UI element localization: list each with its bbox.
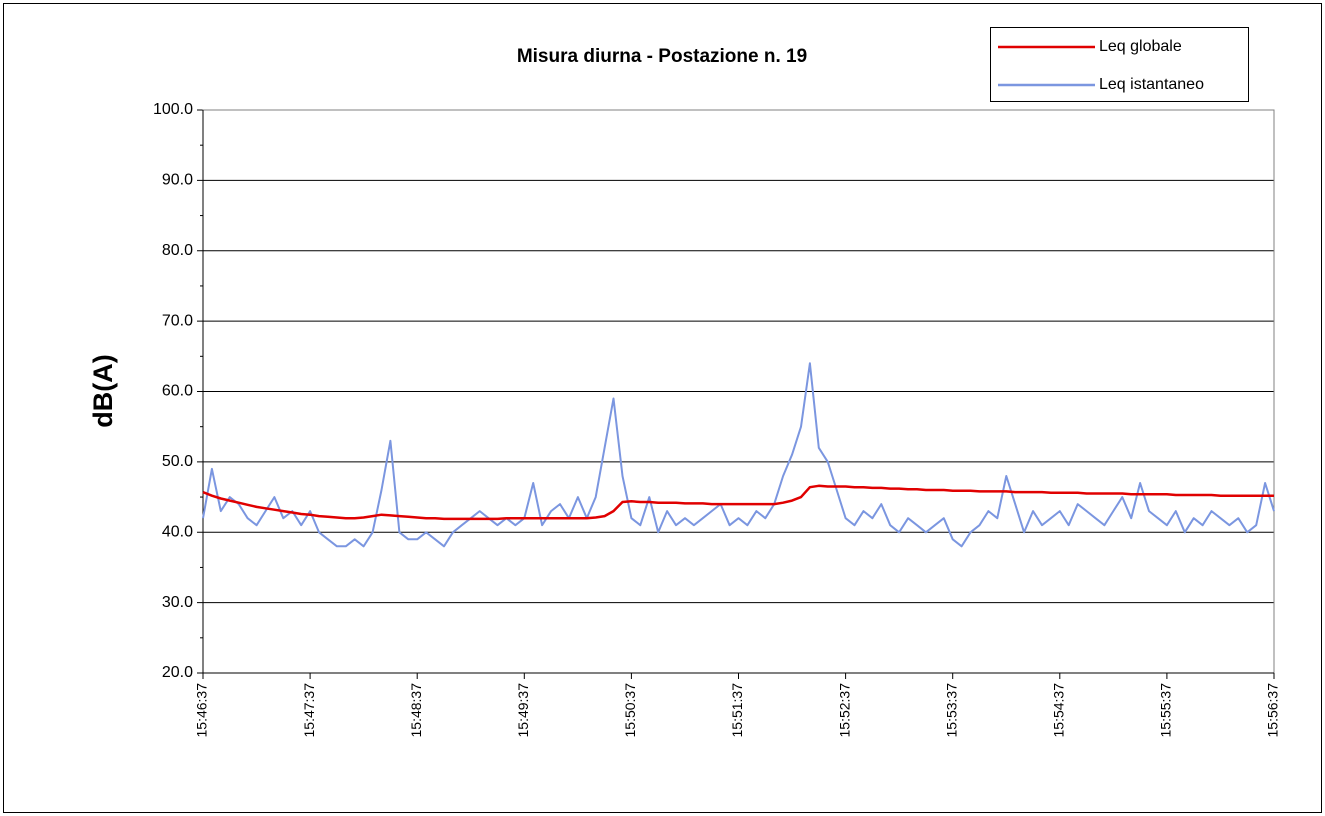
x-tick-label: 15:50:37 bbox=[622, 683, 638, 738]
y-tick-label: 60.0 bbox=[162, 383, 193, 400]
y-tick-label: 100.0 bbox=[153, 101, 193, 118]
x-tick-label: 15:52:37 bbox=[836, 683, 852, 738]
chart-title: Misura diurna - Postazione n. 19 bbox=[517, 46, 807, 67]
x-tick-label: 15:56:37 bbox=[1265, 683, 1281, 738]
y-tick-label: 90.0 bbox=[162, 172, 193, 189]
series-line bbox=[202, 484, 1274, 521]
y-tick-label: 30.0 bbox=[162, 594, 193, 611]
y-tick-label: 40.0 bbox=[162, 523, 193, 540]
x-tick-label: 15:53:37 bbox=[943, 683, 959, 738]
legend-label: Leq istantaneo bbox=[1099, 76, 1204, 93]
y-tick-label: 80.0 bbox=[162, 242, 193, 259]
y-tick-label: 70.0 bbox=[162, 312, 193, 329]
y-tick-label: 50.0 bbox=[162, 453, 193, 470]
x-tick-label: 15:47:37 bbox=[301, 683, 317, 738]
y-tick-label: 20.0 bbox=[162, 664, 193, 681]
x-tick-label: 15:48:37 bbox=[408, 683, 424, 738]
y-axis-label: dB(A) bbox=[88, 354, 118, 427]
x-tick-label: 15:46:37 bbox=[194, 683, 210, 738]
legend-label: Leq globale bbox=[1099, 38, 1182, 55]
series-line bbox=[202, 362, 1275, 548]
x-tick-label: 15:51:37 bbox=[729, 683, 745, 738]
legend-box bbox=[990, 27, 1249, 102]
x-tick-label: 15:55:37 bbox=[1158, 683, 1174, 738]
x-tick-label: 15:54:37 bbox=[1051, 683, 1067, 738]
chart-frame bbox=[3, 3, 1322, 813]
x-tick-label: 15:49:37 bbox=[515, 683, 531, 738]
